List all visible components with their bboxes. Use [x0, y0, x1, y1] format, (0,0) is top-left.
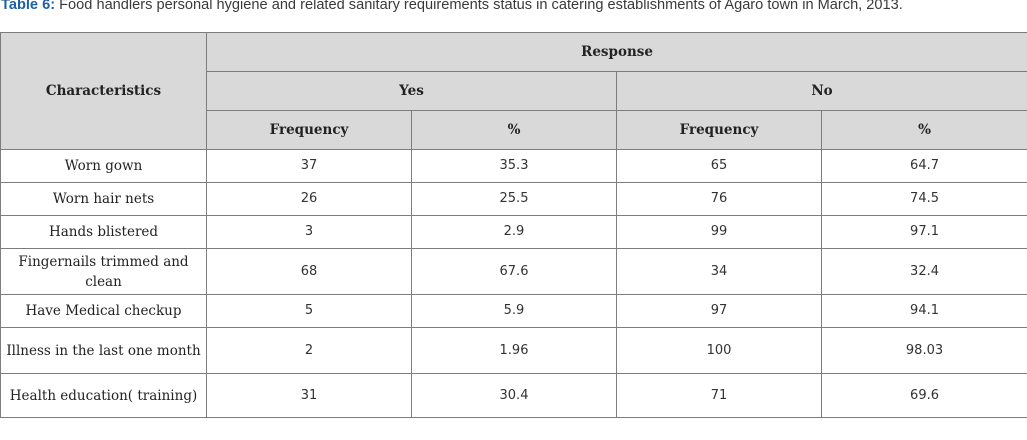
- yes-percent-header: %: [411, 110, 617, 150]
- no-percent-header: %: [820, 110, 1027, 150]
- response-header: Response: [205, 32, 1027, 72]
- table-row: Have Medical checkup 5 5.9 97 94.1: [0, 294, 1027, 328]
- no-frequency-cell: 97: [616, 294, 822, 328]
- table-caption-text: Food handlers personal hygiene and relat…: [55, 0, 903, 13]
- yes-percent-cell: 67.6: [411, 248, 617, 295]
- yes-header: Yes: [206, 71, 617, 111]
- yes-percent-cell: 30.4: [411, 373, 617, 418]
- table-row: Fingernails trimmed and clean 68 67.6 34…: [0, 248, 1027, 295]
- table-row: Hands blistered 3 2.9 99 97.1: [0, 215, 1027, 249]
- no-percent-cell: 69.6: [820, 373, 1027, 418]
- table-row: Worn hair nets 26 25.5 76 74.5: [0, 182, 1027, 216]
- no-header: No: [615, 71, 1027, 111]
- characteristic-cell: Worn gown: [0, 149, 207, 183]
- no-frequency-cell: 71: [616, 373, 822, 418]
- no-percent-cell: 64.7: [820, 149, 1027, 183]
- table-row: Worn gown 37 35.3 65 64.7: [0, 149, 1027, 183]
- table-caption: Table 6: Food handlers personal hygiene …: [1, 0, 903, 13]
- yes-frequency-header: Frequency: [206, 110, 412, 150]
- characteristic-cell: Fingernails trimmed and clean: [0, 248, 207, 295]
- characteristic-cell: Have Medical checkup: [0, 294, 207, 328]
- yes-percent-cell: 25.5: [411, 182, 617, 216]
- characteristic-cell: Illness in the last one month: [0, 327, 207, 374]
- yes-percent-cell: 35.3: [411, 149, 617, 183]
- table-row: Health education( training) 31 30.4 71 6…: [0, 373, 1027, 418]
- characteristic-cell: Worn hair nets: [0, 182, 207, 216]
- no-frequency-header: Frequency: [616, 110, 822, 150]
- no-percent-cell: 97.1: [820, 215, 1027, 249]
- characteristic-cell: Hands blistered: [0, 215, 207, 249]
- yes-percent-cell: 1.96: [411, 327, 617, 374]
- no-frequency-cell: 99: [616, 215, 822, 249]
- no-frequency-cell: 65: [616, 149, 822, 183]
- characteristics-header: Characteristics: [0, 32, 207, 150]
- yes-frequency-cell: 26: [206, 182, 412, 216]
- table-caption-label: Table 6:: [1, 0, 56, 13]
- yes-frequency-cell: 37: [206, 149, 412, 183]
- yes-frequency-cell: 5: [206, 294, 412, 328]
- yes-frequency-cell: 68: [206, 248, 412, 295]
- no-frequency-cell: 76: [616, 182, 822, 216]
- table-row: Illness in the last one month 2 1.96 100…: [0, 327, 1027, 374]
- no-frequency-cell: 34: [616, 248, 822, 295]
- yes-percent-cell: 2.9: [411, 215, 617, 249]
- yes-frequency-cell: 3: [206, 215, 412, 249]
- no-percent-cell: 98.03: [820, 327, 1027, 374]
- yes-frequency-cell: 2: [206, 327, 412, 374]
- yes-frequency-cell: 31: [206, 373, 412, 418]
- no-percent-cell: 32.4: [820, 248, 1027, 295]
- no-frequency-cell: 100: [616, 327, 822, 374]
- hygiene-status-table: Characteristics Response Yes No Frequenc…: [0, 32, 1027, 418]
- no-percent-cell: 74.5: [820, 182, 1027, 216]
- yes-percent-cell: 5.9: [411, 294, 617, 328]
- characteristic-cell: Health education( training): [0, 373, 207, 418]
- no-percent-cell: 94.1: [820, 294, 1027, 328]
